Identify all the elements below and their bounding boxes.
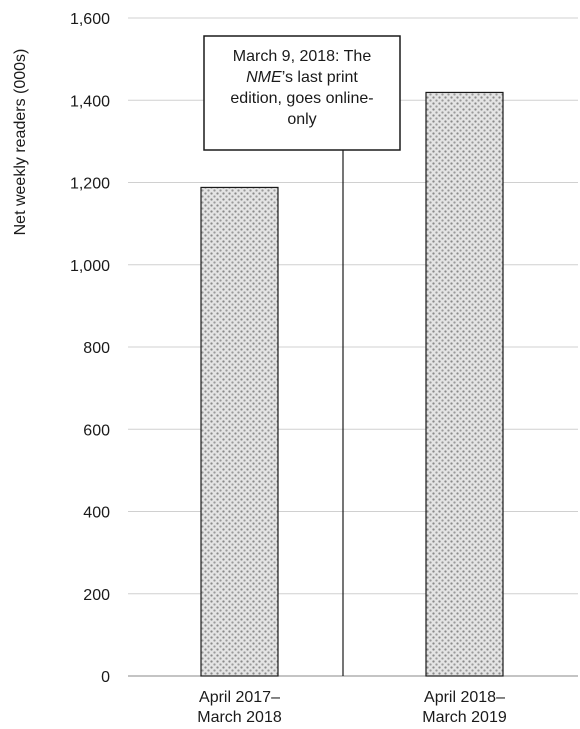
annotation-text: March 9, 2018: The NME’s last print editio…: [230, 48, 373, 128]
y-tick-label: 1,400: [70, 93, 110, 110]
y-tick-label: 0: [101, 669, 110, 686]
y-tick-label: 400: [83, 505, 110, 522]
x-axis-categories: April 2017– March 2018 April 2018– March 20…: [197, 689, 507, 726]
annotation-box: [203, 35, 401, 151]
y-axis-ticks: 0 200 400 600 800 1,000 1,200 1,400 1,600: [70, 11, 110, 686]
y-axis-title: Net weekly readers (000s): [12, 49, 29, 236]
x-category-label: April 2018– March 2019: [422, 689, 507, 726]
annotation: March 9, 2018: The NME’s last print editio…: [203, 35, 401, 676]
bars: [200, 91, 504, 677]
y-tick-label: 1,600: [70, 11, 110, 28]
y-tick-label: 800: [83, 340, 110, 357]
bar: [200, 186, 279, 677]
y-tick-label: 1,200: [70, 176, 110, 193]
bar: [425, 91, 504, 677]
y-tick-label: 200: [83, 587, 110, 604]
x-category-label: April 2017– March 2018: [197, 689, 282, 726]
y-tick-label: 1,000: [70, 258, 110, 275]
y-tick-label: 600: [83, 422, 110, 439]
